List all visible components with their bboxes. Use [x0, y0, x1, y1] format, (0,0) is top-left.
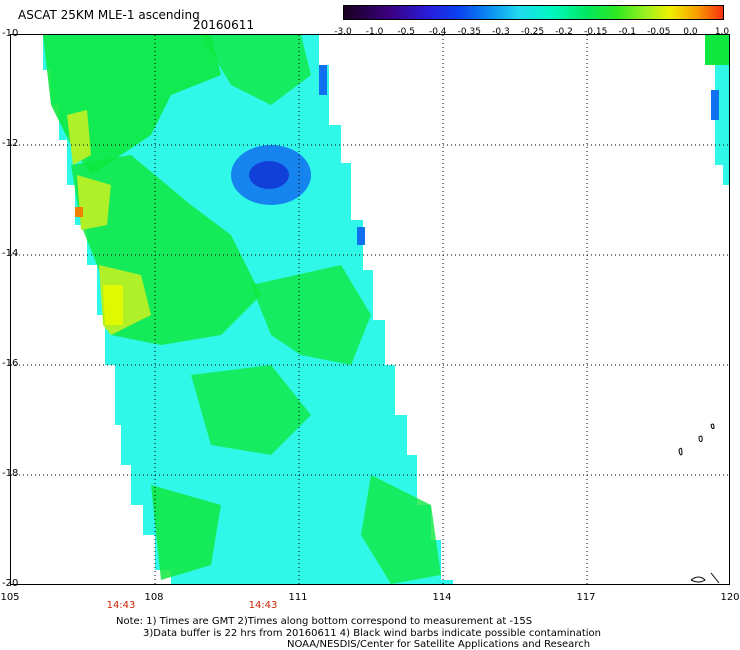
coast-outline — [690, 572, 720, 584]
latitude-tick-label: -18 — [2, 468, 19, 479]
colorbar-tick-label: -1.0 — [365, 27, 384, 37]
swath-green-east — [251, 265, 371, 365]
colorbar-tick-label: -0.3 — [492, 27, 510, 37]
colorbar-tick-label: 0.0 — [683, 27, 698, 37]
longitude-tick-label: 114 — [432, 592, 452, 603]
pass-time-label: 14:43 — [106, 600, 136, 611]
swath-yellowgreen-1 — [67, 110, 91, 165]
colorbar-tick-label: -0.4 — [428, 27, 447, 37]
swath-orange-patch — [75, 207, 83, 217]
island-outline — [710, 423, 715, 430]
latitude-tick-label: -10 — [2, 28, 19, 39]
colorbar-tick-label: -0.35 — [457, 27, 481, 37]
product-date: 20160611 — [193, 18, 255, 32]
latitude-tick-label: -14 — [2, 248, 19, 259]
colorbar-tick-label: -0.15 — [584, 27, 608, 37]
colorbar-tick-label: -0.1 — [618, 27, 637, 37]
colorbar-tick-label: -0.5 — [397, 27, 415, 37]
swath-green-southwest — [151, 485, 221, 580]
footer-note-line2: 3)Data buffer is 22 hrs from 20160611 4)… — [143, 628, 601, 639]
map-plot-area — [10, 34, 730, 585]
island-outline — [678, 447, 683, 456]
pass-time-label: 14:43 — [248, 600, 278, 611]
colorbar — [343, 5, 724, 20]
colorbar-tick-label: -0.05 — [647, 27, 671, 37]
latitude-tick-label: -16 — [2, 358, 19, 369]
longitude-tick-label: 120 — [720, 592, 740, 603]
map-svg — [11, 35, 729, 584]
longitude-tick-label: 117 — [576, 592, 596, 603]
swath-darkblue-core — [249, 161, 289, 189]
colorbar-tick-label: -3.0 — [334, 27, 352, 37]
longitude-tick-label: 105 — [0, 592, 20, 603]
swath-blue-edge — [319, 65, 327, 95]
footer-credit: NOAA/NESDIS/Center for Satellite Applica… — [287, 639, 591, 650]
swath-yellowgreen-2 — [77, 175, 111, 230]
swath-green-northeast — [201, 35, 311, 105]
swath-green-southeast — [361, 475, 441, 584]
swath-yellow-patch — [103, 285, 123, 325]
product-title: ASCAT 25KM MLE-1 ascending — [18, 8, 200, 22]
colorbar-gradient — [344, 6, 723, 19]
colorbar-tick-label: -0.25 — [520, 27, 545, 37]
swath-green-south — [191, 365, 311, 455]
east-swath-blue — [711, 90, 719, 120]
colorbar-tick-label: 1.0 — [714, 27, 730, 37]
colorbar-tick-label: -0.2 — [555, 27, 573, 37]
longitude-tick-label: 108 — [144, 592, 164, 603]
latitude-tick-label: -12 — [2, 138, 19, 149]
latitude-tick-label: -20 — [2, 578, 19, 589]
island-outline — [698, 435, 703, 442]
longitude-tick-label: 111 — [288, 592, 308, 603]
swath-blue-edge-2 — [357, 227, 365, 245]
footer-note-line1: Note: 1) Times are GMT 2)Times along bot… — [116, 616, 533, 627]
east-swath-green — [705, 35, 729, 65]
